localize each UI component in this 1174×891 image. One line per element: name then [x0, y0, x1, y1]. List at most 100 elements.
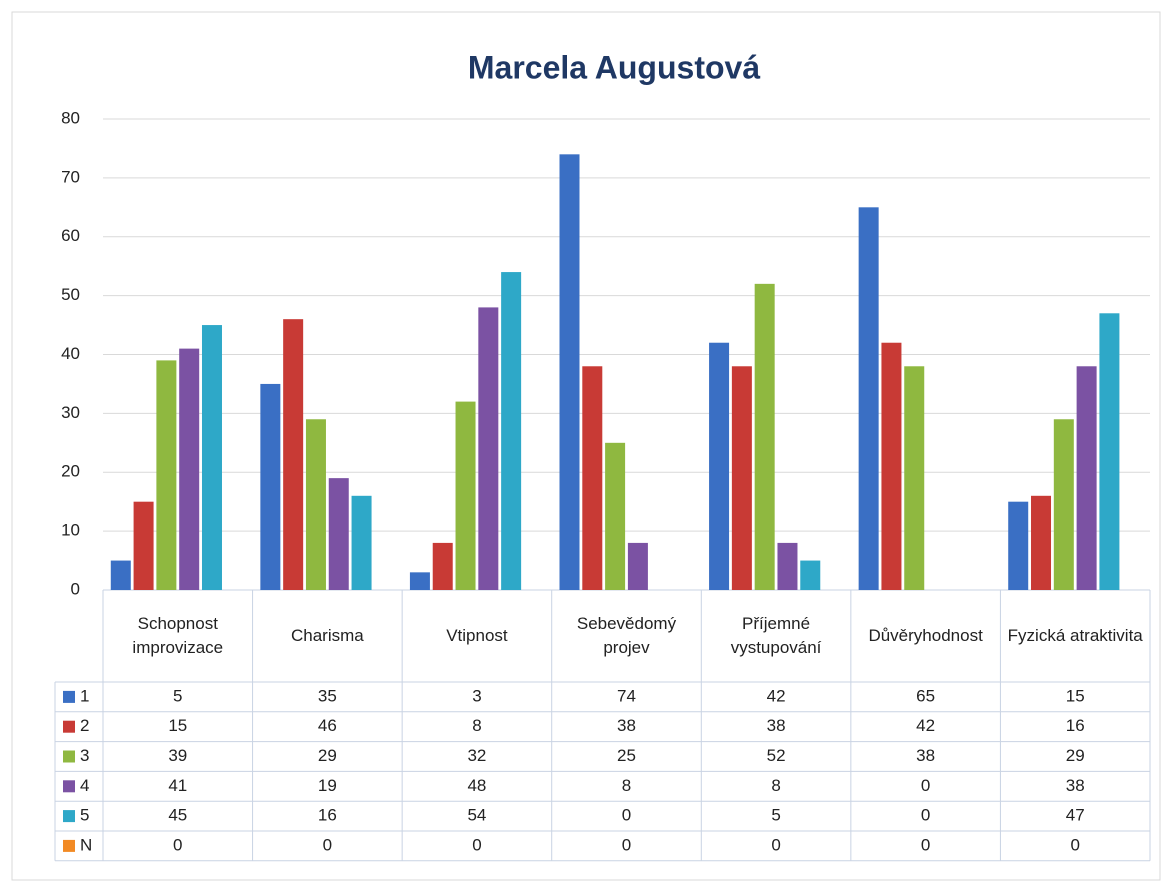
x-tick-label: Sebevědomý projev [576, 614, 677, 657]
bar [709, 342, 730, 590]
bar [627, 542, 648, 590]
y-tick-label: 80 [61, 108, 80, 127]
y-tick-label: 0 [71, 579, 80, 598]
table-value: 38 [767, 716, 786, 735]
legend-swatch [63, 780, 75, 793]
bar [559, 154, 580, 590]
legend-swatch [63, 690, 75, 703]
x-tick-label-box: Vtipnost [446, 626, 508, 645]
x-tick-label-box: Příjemné vystupování [731, 614, 822, 657]
x-tick-label: Vtipnost [446, 626, 508, 645]
table-value: 54 [467, 806, 486, 825]
table-value: 15 [168, 716, 187, 735]
table-value: 52 [767, 746, 786, 765]
bar [1053, 419, 1074, 590]
bar [777, 542, 798, 590]
table-value: 16 [1066, 716, 1085, 735]
table-value: 8 [472, 716, 481, 735]
bar [110, 560, 131, 590]
bar [260, 383, 281, 590]
table-value: 46 [318, 716, 337, 735]
y-tick-label: 20 [61, 462, 80, 481]
bar [904, 366, 925, 590]
bar [754, 283, 775, 590]
table-value: 42 [767, 686, 786, 705]
x-tick-label-box: Důvěryhodnost [868, 626, 983, 645]
bar [156, 360, 177, 590]
x-tick-label-box: Charisma [290, 626, 364, 645]
bar [881, 342, 902, 590]
table-value: 19 [318, 776, 337, 795]
x-tick-label-box: Schopnost improvizace [132, 614, 224, 657]
x-tick-label: Důvěryhodnost [868, 626, 983, 645]
table-value: 29 [318, 746, 337, 765]
y-tick-label: 40 [61, 344, 80, 363]
table-value: 65 [916, 686, 935, 705]
x-tick-label-box: Sebevědomý projev [576, 614, 677, 657]
table-value: 32 [467, 746, 486, 765]
legend-swatch [63, 720, 75, 733]
y-tick-label: 70 [61, 167, 80, 186]
bar [1076, 366, 1097, 590]
bar [409, 572, 430, 590]
table-value: 0 [323, 835, 332, 854]
table-value: 0 [771, 835, 780, 854]
legend-label: N [80, 835, 92, 854]
x-tick-label: Fyzická atraktivita [1007, 626, 1143, 645]
table-value: 8 [622, 776, 631, 795]
table-value: 74 [617, 686, 636, 705]
bar [1008, 501, 1029, 590]
bar [501, 272, 522, 590]
legend-label: 4 [80, 776, 89, 795]
table-value: 29 [1066, 746, 1085, 765]
y-tick-label: 10 [61, 521, 80, 540]
table-value: 41 [168, 776, 187, 795]
table-value: 0 [472, 835, 481, 854]
table-value: 0 [921, 776, 930, 795]
table-value: 39 [168, 746, 187, 765]
legend-swatch [63, 810, 75, 823]
legend-swatch [63, 839, 75, 852]
table-value: 25 [617, 746, 636, 765]
table-value: 5 [173, 686, 182, 705]
table-value: 48 [467, 776, 486, 795]
table-value: 3 [472, 686, 481, 705]
bar [1099, 313, 1120, 590]
bar [582, 366, 603, 590]
bar [455, 401, 476, 590]
legend-label: 3 [80, 746, 89, 765]
table-value: 38 [617, 716, 636, 735]
table-value: 0 [921, 806, 930, 825]
y-tick-label: 60 [61, 226, 80, 245]
y-tick-label: 30 [61, 403, 80, 422]
table-value: 38 [916, 746, 935, 765]
table-value: 16 [318, 806, 337, 825]
bar [351, 495, 372, 590]
bar [478, 307, 499, 590]
chart-title: Marcela Augustová [468, 49, 760, 85]
x-tick-label: Schopnost improvizace [132, 614, 224, 657]
bar [731, 366, 752, 590]
table-value: 0 [622, 835, 631, 854]
x-tick-label-box: Fyzická atraktivita [1007, 626, 1143, 645]
bar [328, 478, 349, 590]
table-value: 45 [168, 806, 187, 825]
bar [800, 560, 821, 590]
table-value: 0 [173, 835, 182, 854]
bar [858, 207, 879, 590]
table-value: 38 [1066, 776, 1085, 795]
bar [133, 501, 154, 590]
bar [605, 442, 626, 590]
table-value: 0 [1070, 835, 1079, 854]
table-value: 5 [771, 806, 780, 825]
legend-swatch [63, 750, 75, 763]
bar [201, 325, 222, 590]
bar [432, 542, 453, 590]
bar [283, 319, 304, 590]
table-value: 35 [318, 686, 337, 705]
bar [1031, 495, 1052, 590]
bar [305, 419, 326, 590]
table-value: 0 [921, 835, 930, 854]
x-tick-label: Charisma [290, 626, 364, 645]
